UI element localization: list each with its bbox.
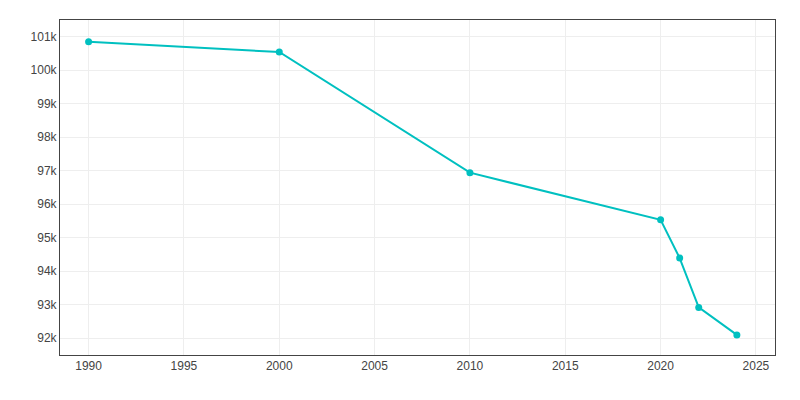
svg-text:100k: 100k <box>31 63 58 77</box>
svg-text:99k: 99k <box>37 97 57 111</box>
svg-text:96k: 96k <box>37 197 57 211</box>
svg-text:2000: 2000 <box>266 359 293 373</box>
svg-text:95k: 95k <box>37 231 57 245</box>
svg-text:2025: 2025 <box>743 359 770 373</box>
svg-text:2015: 2015 <box>552 359 579 373</box>
svg-text:2005: 2005 <box>361 359 388 373</box>
svg-text:2010: 2010 <box>457 359 484 373</box>
svg-text:1990: 1990 <box>75 359 102 373</box>
svg-text:1995: 1995 <box>171 359 198 373</box>
svg-text:2020: 2020 <box>647 359 674 373</box>
svg-text:93k: 93k <box>37 298 57 312</box>
svg-text:97k: 97k <box>37 164 57 178</box>
svg-text:94k: 94k <box>37 264 57 278</box>
svg-text:101k: 101k <box>31 30 58 44</box>
svg-text:92k: 92k <box>37 331 57 345</box>
svg-text:98k: 98k <box>37 130 57 144</box>
